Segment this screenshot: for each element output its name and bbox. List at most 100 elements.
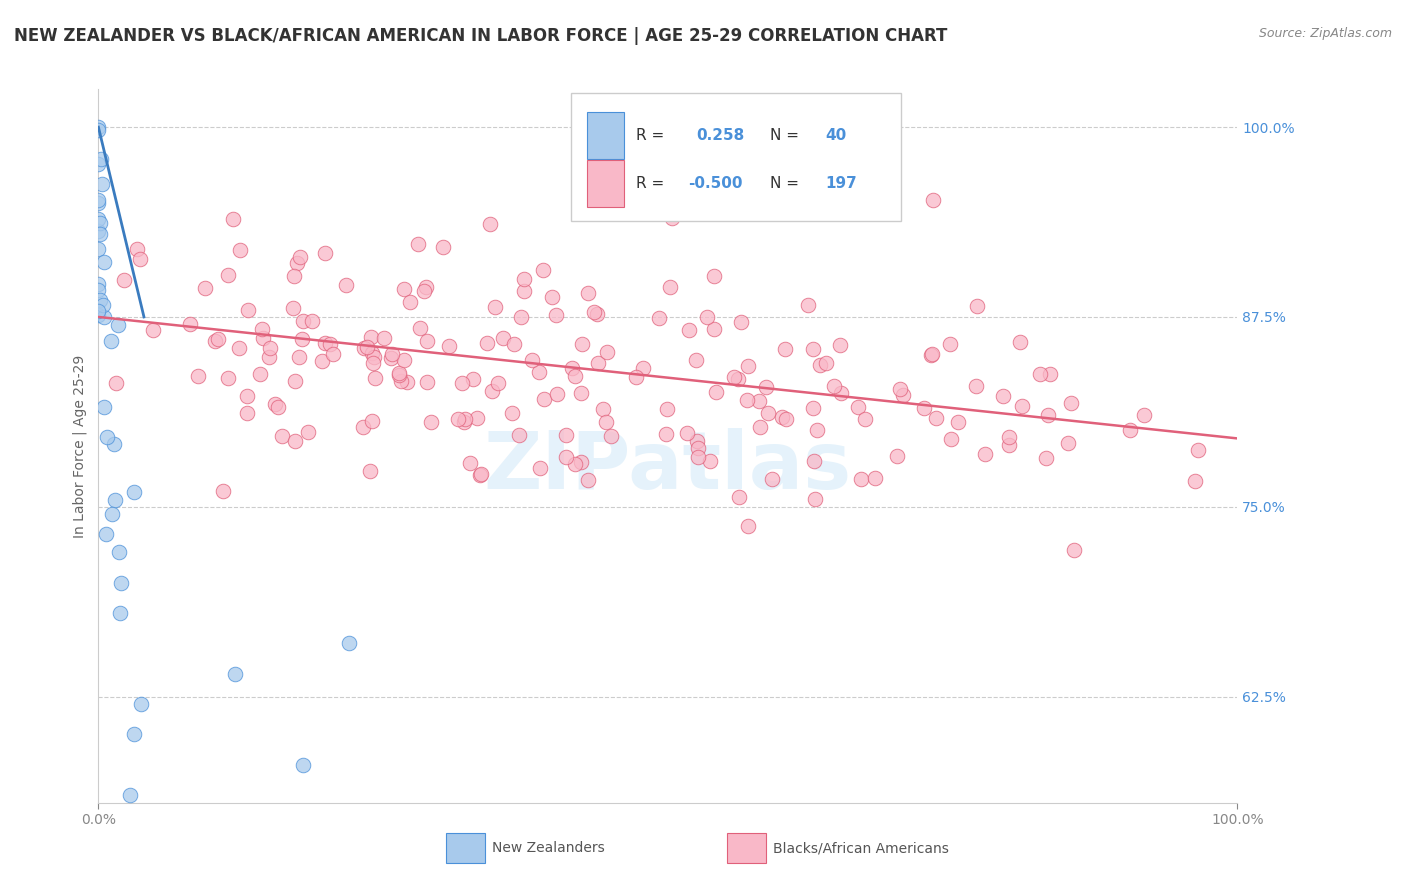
- Point: [104, 492, 127, 507]
- Point: [270, 429, 292, 443]
- Point: [235, 407, 257, 421]
- Point: [103, 437, 125, 451]
- Point: [730, 315, 752, 329]
- Point: [484, 300, 506, 314]
- Text: ZIPatlas: ZIPatlas: [484, 428, 852, 507]
- Point: [966, 299, 988, 313]
- Point: [925, 410, 948, 425]
- Point: [250, 322, 273, 336]
- Point: [437, 338, 460, 352]
- Point: [96, 430, 118, 444]
- Text: 197: 197: [825, 177, 856, 191]
- Text: 0.258: 0.258: [696, 128, 745, 143]
- Point: [688, 450, 710, 464]
- Point: [531, 263, 554, 277]
- Point: [93, 400, 115, 414]
- Point: [360, 346, 382, 360]
- Point: [501, 406, 523, 420]
- Point: [1133, 408, 1156, 422]
- Point: [728, 491, 751, 505]
- Point: [284, 434, 307, 449]
- Point: [100, 334, 122, 348]
- Point: [87, 243, 110, 257]
- Point: [891, 388, 914, 402]
- Point: [492, 331, 515, 345]
- Point: [112, 273, 135, 287]
- Text: R =: R =: [636, 177, 664, 191]
- Point: [600, 428, 623, 442]
- Point: [920, 348, 942, 362]
- Point: [283, 301, 305, 315]
- Point: [322, 347, 344, 361]
- Point: [451, 376, 474, 391]
- Point: [998, 437, 1021, 451]
- Point: [737, 519, 759, 533]
- Text: NEW ZEALANDER VS BLACK/AFRICAN AMERICAN IN LABOR FORCE | AGE 25-29 CORRELATION C: NEW ZEALANDER VS BLACK/AFRICAN AMERICAN …: [14, 27, 948, 45]
- Point: [661, 211, 683, 226]
- Point: [360, 414, 382, 428]
- Point: [416, 375, 439, 389]
- Point: [921, 347, 943, 361]
- Point: [249, 367, 271, 381]
- Point: [592, 401, 614, 416]
- Point: [259, 341, 281, 355]
- Point: [319, 336, 342, 351]
- Text: R =: R =: [636, 128, 664, 143]
- Point: [576, 473, 599, 487]
- Point: [101, 507, 124, 521]
- Point: [1035, 450, 1057, 465]
- Point: [658, 280, 681, 294]
- Point: [87, 193, 110, 207]
- Point: [87, 283, 110, 297]
- Point: [564, 369, 586, 384]
- Point: [546, 308, 568, 322]
- Point: [87, 277, 110, 291]
- Point: [356, 340, 378, 354]
- Point: [409, 320, 432, 334]
- Point: [965, 379, 987, 393]
- Text: Blacks/African Americans: Blacks/African Americans: [773, 841, 949, 855]
- Point: [801, 401, 824, 415]
- Point: [814, 356, 837, 370]
- Point: [704, 384, 727, 399]
- Point: [1038, 408, 1060, 422]
- Point: [93, 310, 115, 325]
- Point: [217, 371, 239, 385]
- Point: [939, 337, 962, 351]
- Point: [396, 375, 419, 389]
- Point: [561, 361, 583, 376]
- Point: [252, 331, 274, 345]
- Point: [222, 212, 245, 227]
- Point: [363, 356, 385, 370]
- Point: [207, 332, 229, 346]
- Point: [806, 423, 828, 437]
- Point: [122, 727, 145, 741]
- Point: [87, 308, 110, 322]
- Point: [93, 255, 115, 269]
- Point: [288, 250, 311, 264]
- Point: [748, 393, 770, 408]
- Text: -0.500: -0.500: [689, 177, 742, 191]
- Point: [527, 365, 550, 379]
- Point: [513, 285, 536, 299]
- Point: [699, 454, 721, 468]
- Point: [1011, 399, 1033, 413]
- Point: [804, 491, 827, 506]
- Point: [187, 369, 209, 384]
- Point: [91, 297, 114, 311]
- Point: [89, 227, 111, 242]
- Point: [194, 281, 217, 295]
- Point: [352, 420, 374, 434]
- Point: [263, 397, 285, 411]
- Point: [703, 268, 725, 283]
- Point: [922, 193, 945, 207]
- Point: [110, 575, 132, 590]
- Point: [381, 347, 404, 361]
- Point: [735, 393, 758, 408]
- Point: [758, 407, 780, 421]
- Point: [292, 757, 315, 772]
- Point: [228, 342, 250, 356]
- Point: [576, 286, 599, 301]
- Point: [415, 279, 437, 293]
- Point: [353, 341, 375, 355]
